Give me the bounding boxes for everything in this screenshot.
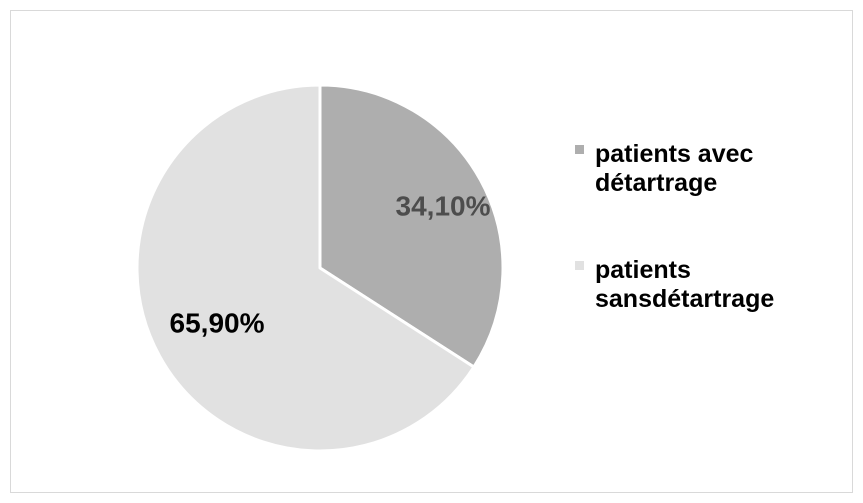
data-label-avec: 34,10%	[396, 190, 491, 221]
pie-slice-sans	[135, 83, 476, 453]
legend-label-avec: patients avec détartrage	[595, 140, 754, 197]
legend-item-sans: patients sansdétartrage	[575, 256, 845, 314]
legend-swatch-avec	[575, 145, 584, 154]
data-label-sans: 65,90%	[170, 307, 265, 338]
legend-label-sans: patients sansdétartrage	[595, 256, 775, 313]
legend-swatch-sans	[575, 261, 584, 270]
legend-item-avec: patients avec détartrage	[575, 140, 845, 198]
chart-legend: patients avec détartrage patients sansdé…	[575, 140, 845, 372]
